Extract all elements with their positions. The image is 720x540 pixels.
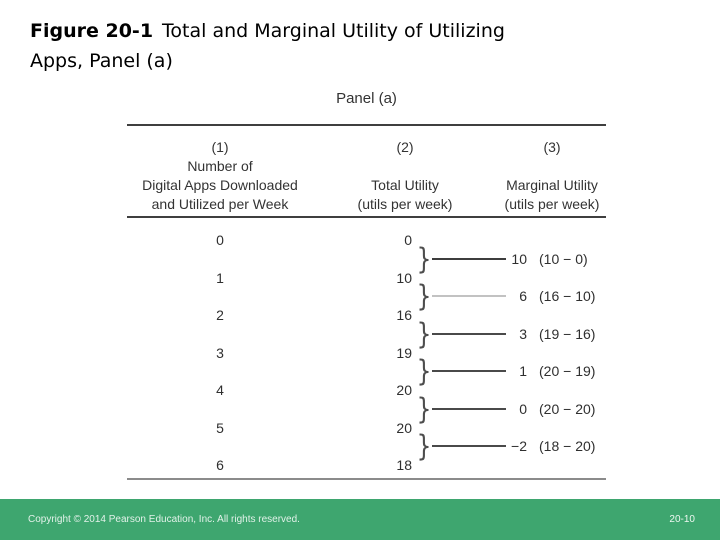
column-3-number: (3) [543, 139, 561, 155]
marginal-utility-formula: (18 − 20) [539, 438, 596, 454]
column-2-line: (utils per week) [357, 196, 453, 212]
marginal-connector-line [432, 445, 506, 447]
apps-value: 4 [216, 382, 224, 398]
column-2-number: (2) [396, 139, 414, 155]
marginal-connector-line [432, 333, 506, 335]
column-header-total-utility: (2) Total Utility (utils per week) [325, 138, 485, 214]
marginal-utility-value: 6 [519, 288, 527, 304]
total-utility-value: 0 [404, 232, 412, 248]
column-3-line: Marginal Utility [506, 177, 598, 193]
page-number: 20-10 [669, 514, 695, 525]
apps-value: 2 [216, 307, 224, 323]
marginal-utility-value: 3 [519, 326, 527, 342]
total-utility-value: 20 [396, 420, 412, 436]
apps-value: 0 [216, 232, 224, 248]
marginal-utility-value: 1 [519, 363, 527, 379]
marginal-connector-line [432, 295, 506, 297]
total-utility-value: 16 [396, 307, 412, 323]
marginal-utility-formula: (20 − 19) [539, 363, 596, 379]
marginal-utility-formula: (20 − 20) [539, 401, 596, 417]
column-header-marginal-utility: (3) Marginal Utility (utils per week) [468, 138, 636, 214]
brace-icon: } [416, 354, 432, 388]
column-1-line: Number of [187, 158, 253, 174]
header-spacer [325, 157, 485, 176]
brace-icon: } [416, 242, 432, 276]
apps-value: 5 [216, 420, 224, 436]
total-utility-value: 20 [396, 382, 412, 398]
column-2-line: Total Utility [371, 177, 439, 193]
table-top-rule [127, 124, 606, 126]
column-1-number: (1) [211, 139, 229, 155]
column-3-line: (utils per week) [504, 196, 600, 212]
brace-icon: } [416, 317, 432, 351]
marginal-utility-formula: (10 − 0) [539, 251, 588, 267]
page-title: Figure 20-1 Total and Marginal Utility of… [30, 16, 675, 76]
brace-icon: } [416, 429, 432, 463]
total-utility-value: 10 [396, 270, 412, 286]
marginal-utility-value: −2 [511, 438, 527, 454]
total-utility-value: 19 [396, 345, 412, 361]
marginal-utility-formula: (16 − 10) [539, 288, 596, 304]
apps-value: 1 [216, 270, 224, 286]
title-line1: Total and Marginal Utility of Utilizing [162, 20, 505, 42]
brace-icon: } [416, 279, 432, 313]
column-1-line: Digital Apps Downloaded [142, 177, 298, 193]
marginal-connector-line [432, 258, 506, 260]
apps-value: 6 [216, 457, 224, 473]
table-bottom-rule [127, 478, 606, 480]
marginal-utility-value: 10 [511, 251, 527, 267]
title-line2: Apps, Panel (a) [30, 50, 173, 72]
marginal-connector-line [432, 408, 506, 410]
header-spacer [468, 157, 636, 176]
copyright-text: Copyright © 2014 Pearson Education, Inc.… [28, 514, 300, 525]
brace-icon: } [416, 392, 432, 426]
marginal-utility-value: 0 [519, 401, 527, 417]
marginal-connector-line [432, 370, 506, 372]
column-1-line: and Utilized per Week [151, 196, 289, 212]
marginal-utility-formula: (19 − 16) [539, 326, 596, 342]
total-utility-value: 18 [396, 457, 412, 473]
figure-number: Figure 20-1 [30, 20, 154, 42]
footer-bar: Copyright © 2014 Pearson Education, Inc.… [0, 499, 720, 540]
column-header-apps: (1) Number of Digital Apps Downloaded an… [120, 138, 320, 214]
panel-label: Panel (a) [336, 90, 397, 107]
apps-value: 3 [216, 345, 224, 361]
table-header-rule [127, 216, 606, 218]
